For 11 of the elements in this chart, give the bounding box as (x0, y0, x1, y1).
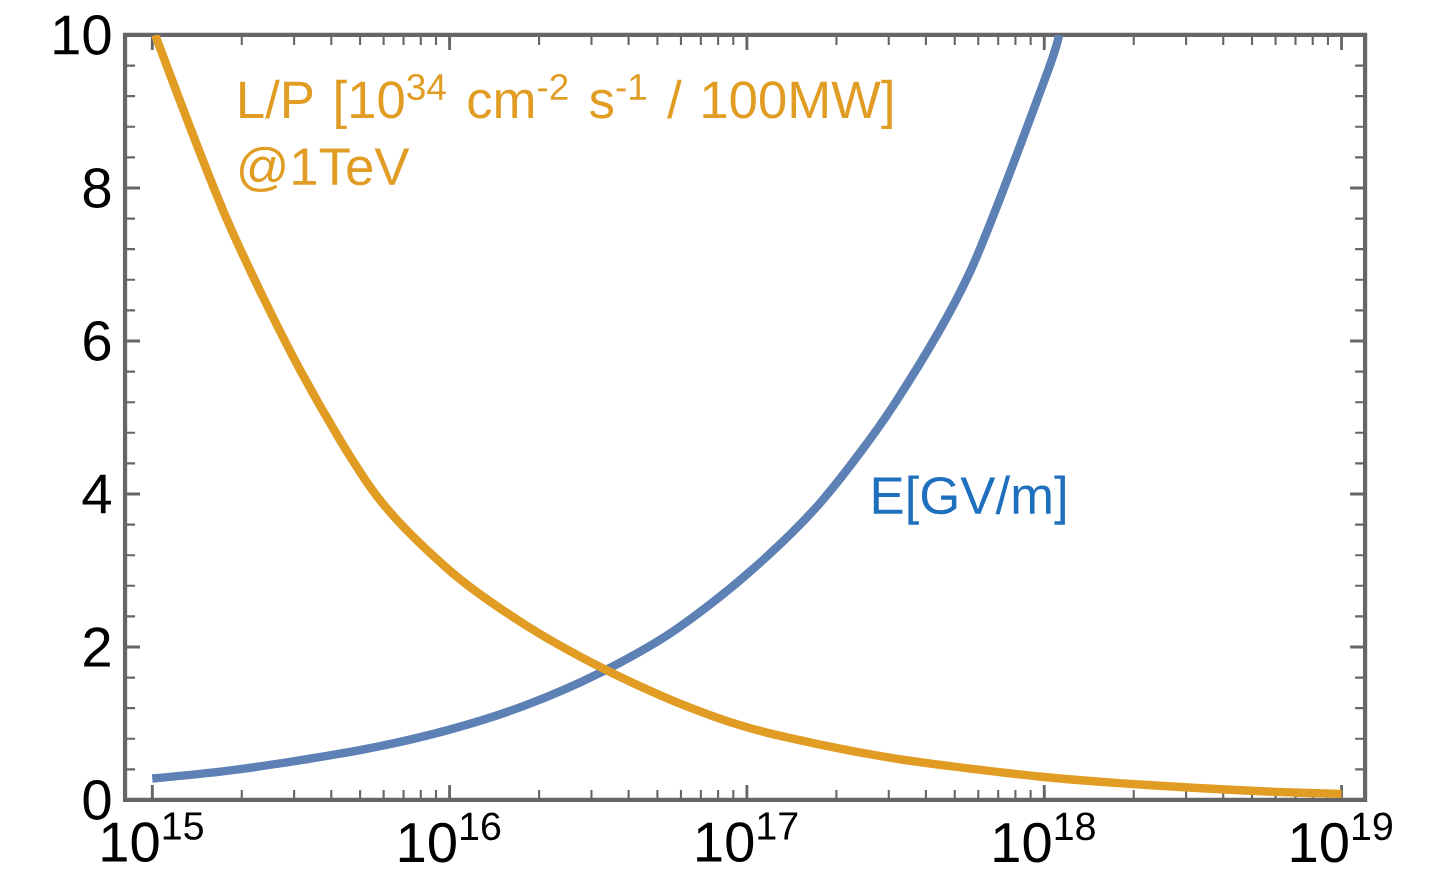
x-tick-label: 10$^{18}$ (994, 812, 1095, 863)
y-tick-label: 10 (54, 15, 111, 55)
x-tick-label: 10$^{19}$ (1291, 812, 1392, 863)
y-tick-label: 8 (83, 168, 111, 208)
y-tick-label: 6 (84, 321, 111, 361)
y-tick-label: 2 (84, 627, 110, 667)
x-tick-label: 10$^{17}$ (697, 812, 798, 863)
x-tick-label: 10$^{16}$ (399, 812, 501, 863)
text: L/P [10$^{34}$ cm$^{-2}$ s$^{-1}$ / 100MW] @1TeV (239, 73, 892, 193)
y-tick-label: 4 (82, 474, 111, 514)
series-label: E[GV/m] (873, 475, 1065, 525)
